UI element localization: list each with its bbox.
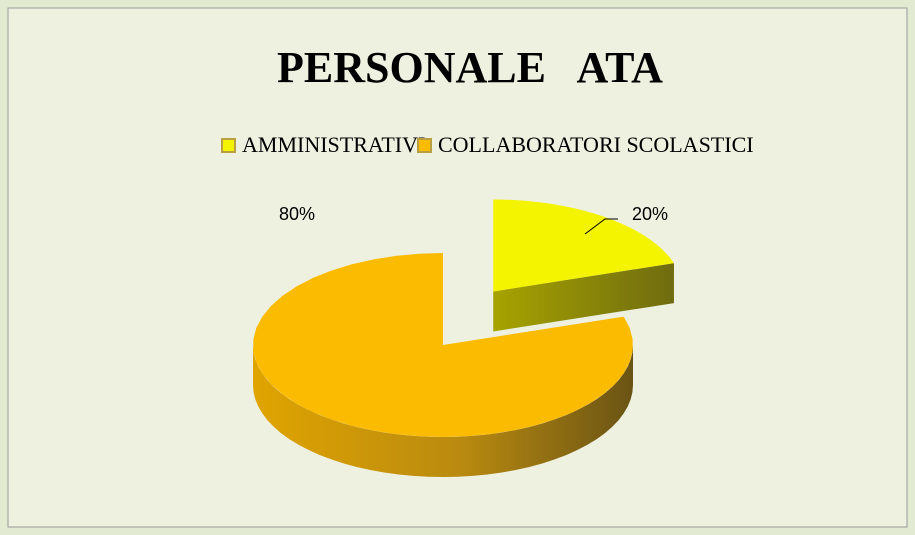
- data-label: 80%: [279, 204, 315, 224]
- leader-line: [584, 218, 618, 235]
- slice-side: [493, 263, 674, 332]
- slice-top: [253, 253, 633, 437]
- slice: [253, 253, 633, 477]
- slice-top: [493, 199, 674, 292]
- legend-label: AMMINISTRATIVI: [242, 132, 425, 157]
- pie: 20% 80%: [253, 199, 674, 477]
- legend-label: COLLABORATORI SCOLASTICI: [438, 132, 754, 157]
- chart-title: PERSONALE ATA: [277, 43, 663, 92]
- data-label: 20%: [632, 204, 668, 224]
- slice: [493, 199, 674, 332]
- legend-swatch: [221, 138, 236, 153]
- slice-wall: [253, 345, 633, 477]
- legend-swatch: [417, 138, 432, 153]
- legend: AMMINISTRATIVI COLLABORATORI SCOLASTICI: [221, 132, 754, 157]
